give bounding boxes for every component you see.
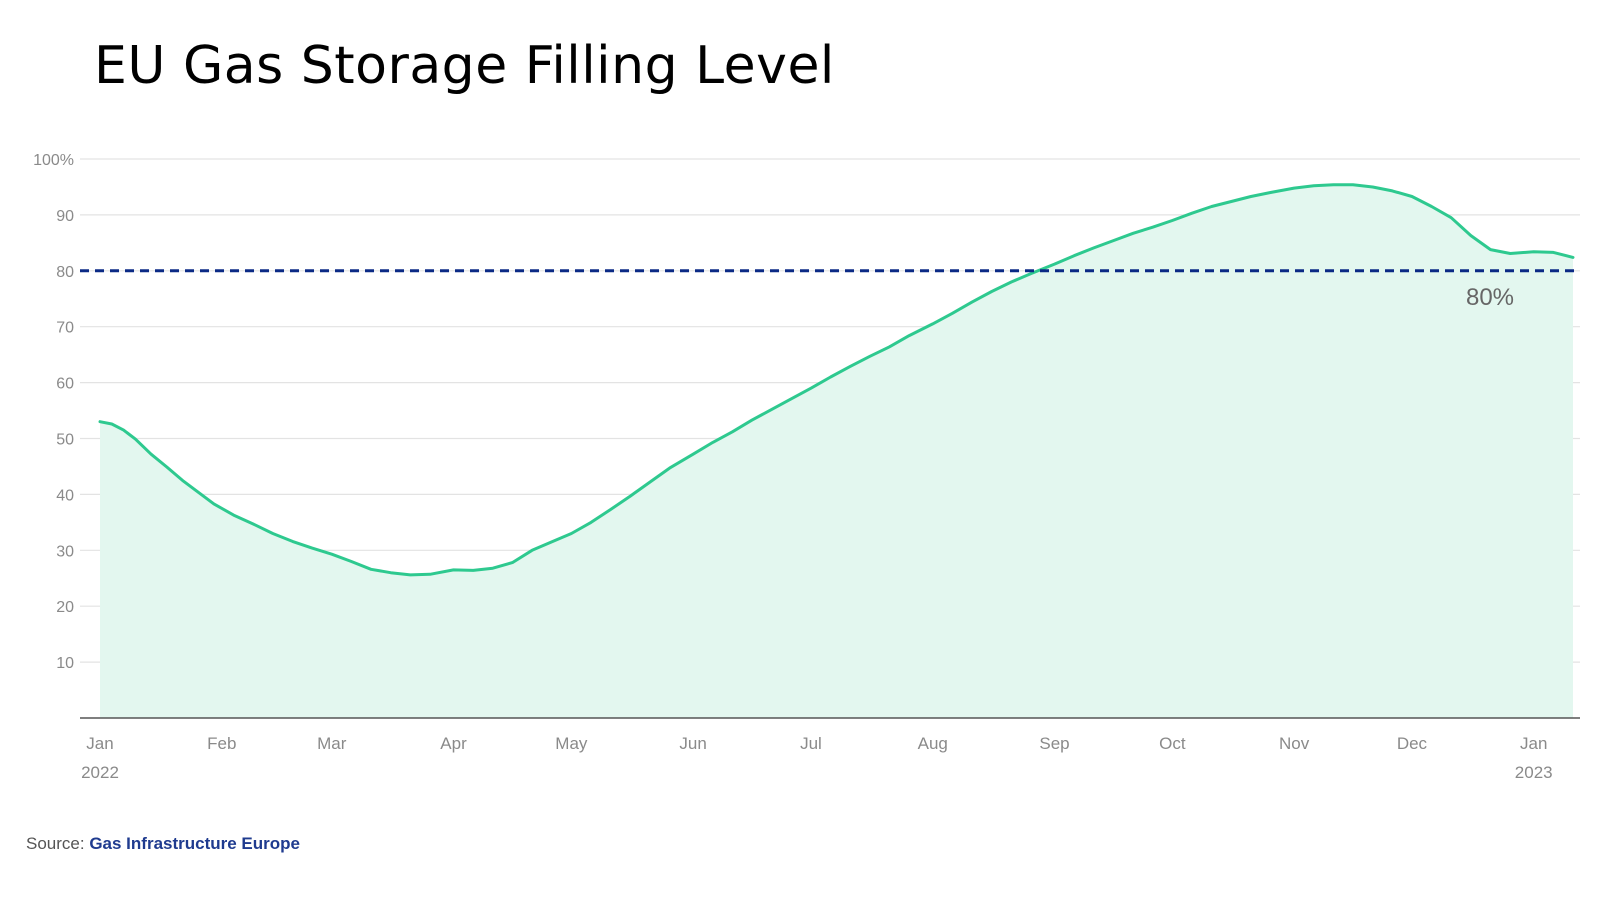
x-tick-label-10: Nov [1279, 734, 1310, 753]
x-tick-sublabel-0: 2022 [81, 763, 119, 782]
x-axis-tick-labels: Jan 2022 Feb Mar Apr May Jun Jul Aug Sep Oct Nov Dec… [81, 734, 1553, 782]
y-tick-label-70: 70 [56, 320, 74, 337]
source-note: Source: Gas Infrastructure Europe [26, 834, 300, 854]
x-tick-label-3: Apr [440, 734, 467, 753]
x-tick-label-11: Dec [1397, 734, 1428, 753]
y-tick-label-60: 60 [56, 376, 74, 393]
x-tick-label-12: Jan [1520, 734, 1547, 753]
source-name[interactable]: Gas Infrastructure Europe [89, 834, 300, 853]
x-tick-label-2: Mar [317, 734, 347, 753]
x-tick-label-6: Jul [800, 734, 822, 753]
y-tick-label-40: 40 [56, 487, 74, 504]
storage-area-fill [100, 184, 1573, 718]
storage-level-line [98, 183, 1575, 577]
source-label: Source: [26, 834, 85, 853]
y-tick-label-50: 50 [56, 432, 74, 449]
x-tick-label-5: Jun [679, 734, 706, 753]
x-tick-label-8: Sep [1039, 734, 1069, 753]
y-tick-label-30: 30 [56, 543, 74, 560]
y-tick-label-100: 100% [33, 152, 74, 169]
y-tick-label-20: 20 [56, 599, 74, 616]
x-tick-label-1: Feb [207, 734, 236, 753]
x-tick-label-9: Oct [1159, 734, 1186, 753]
x-tick-label-7: Aug [918, 734, 948, 753]
chart-title: EU Gas Storage Filling Level [94, 36, 835, 96]
threshold-label: 80% [1466, 284, 1514, 311]
y-tick-label-10: 10 [56, 655, 74, 672]
y-tick-label-80: 80 [56, 264, 74, 281]
y-axis-tick-labels: 10 20 30 40 50 60 70 80 90 100% [33, 152, 74, 672]
x-tick-label-0: Jan [86, 734, 113, 753]
x-tick-label-4: May [555, 734, 588, 753]
x-tick-sublabel-12: 2023 [1515, 763, 1553, 782]
y-tick-label-90: 90 [56, 208, 74, 225]
